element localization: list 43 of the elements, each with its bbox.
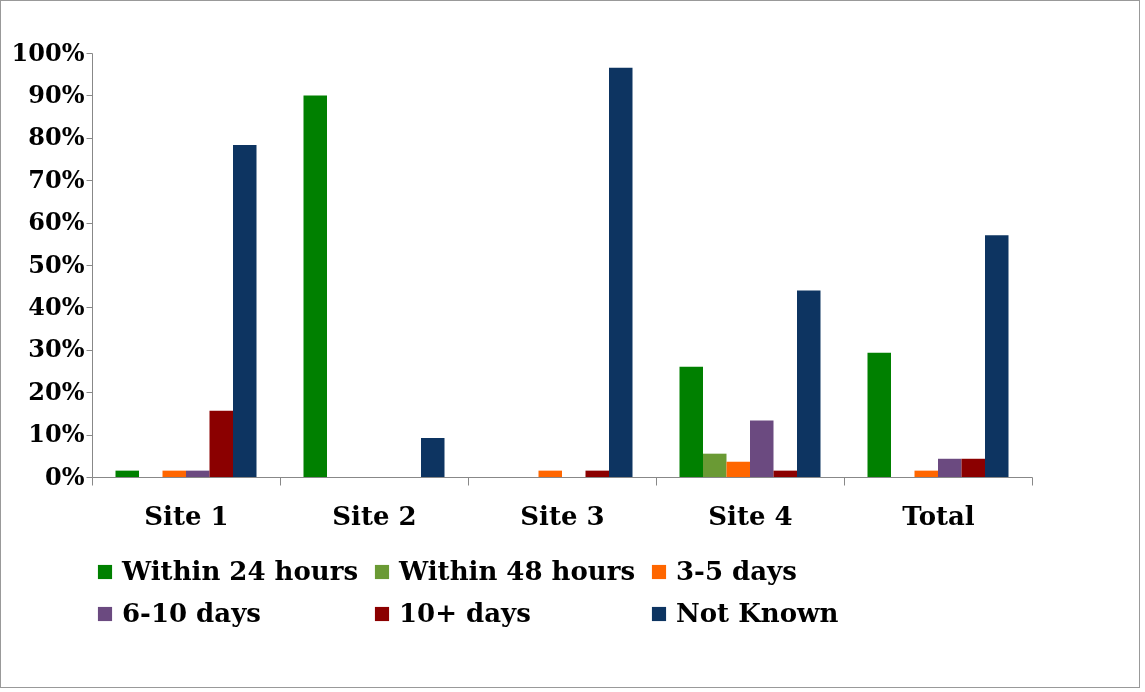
y-tick-label: 90% (28, 79, 85, 109)
bar (867, 352, 891, 477)
bar (609, 67, 633, 477)
x-tick-label: Site 3 (520, 500, 605, 531)
y-tick-label: 40% (28, 291, 85, 321)
bar (209, 410, 233, 477)
bar (938, 458, 962, 477)
bar (914, 470, 938, 477)
bar (797, 290, 821, 477)
x-tick-label: Site 4 (708, 500, 793, 531)
bar (303, 95, 327, 477)
legend-label: 6-10 days (122, 598, 261, 628)
legend-label: 3-5 days (676, 556, 797, 586)
bar (186, 470, 210, 477)
bar (679, 366, 703, 477)
bar (585, 470, 609, 477)
bar (985, 235, 1009, 477)
bar (538, 470, 562, 477)
bar (233, 145, 257, 477)
x-tick-label: Total (902, 500, 975, 531)
y-tick-label: 0% (44, 461, 85, 491)
y-tick-label: 20% (28, 376, 85, 406)
bar (421, 437, 445, 477)
legend-label: Within 48 hours (398, 556, 636, 586)
legend-label: Not Known (676, 598, 839, 628)
y-tick-label: 80% (28, 122, 85, 152)
bar (162, 470, 186, 477)
y-tick-label: 30% (28, 334, 85, 364)
y-tick-label: 10% (28, 419, 85, 449)
bar (726, 461, 750, 477)
legend-label: 10+ days (399, 598, 531, 628)
y-tick-label: 50% (28, 249, 85, 279)
bar (703, 453, 727, 477)
y-tick-label: 70% (28, 164, 85, 194)
legend-label: Within 24 hours (121, 556, 359, 586)
y-tick-label: 60% (28, 207, 85, 237)
bar (750, 420, 774, 477)
bar (773, 470, 797, 477)
y-tick-label: 100% (11, 37, 85, 67)
x-tick-label: Site 1 (144, 500, 229, 531)
bar (961, 458, 985, 477)
x-tick-label: Site 2 (332, 500, 417, 531)
bar (115, 470, 139, 477)
